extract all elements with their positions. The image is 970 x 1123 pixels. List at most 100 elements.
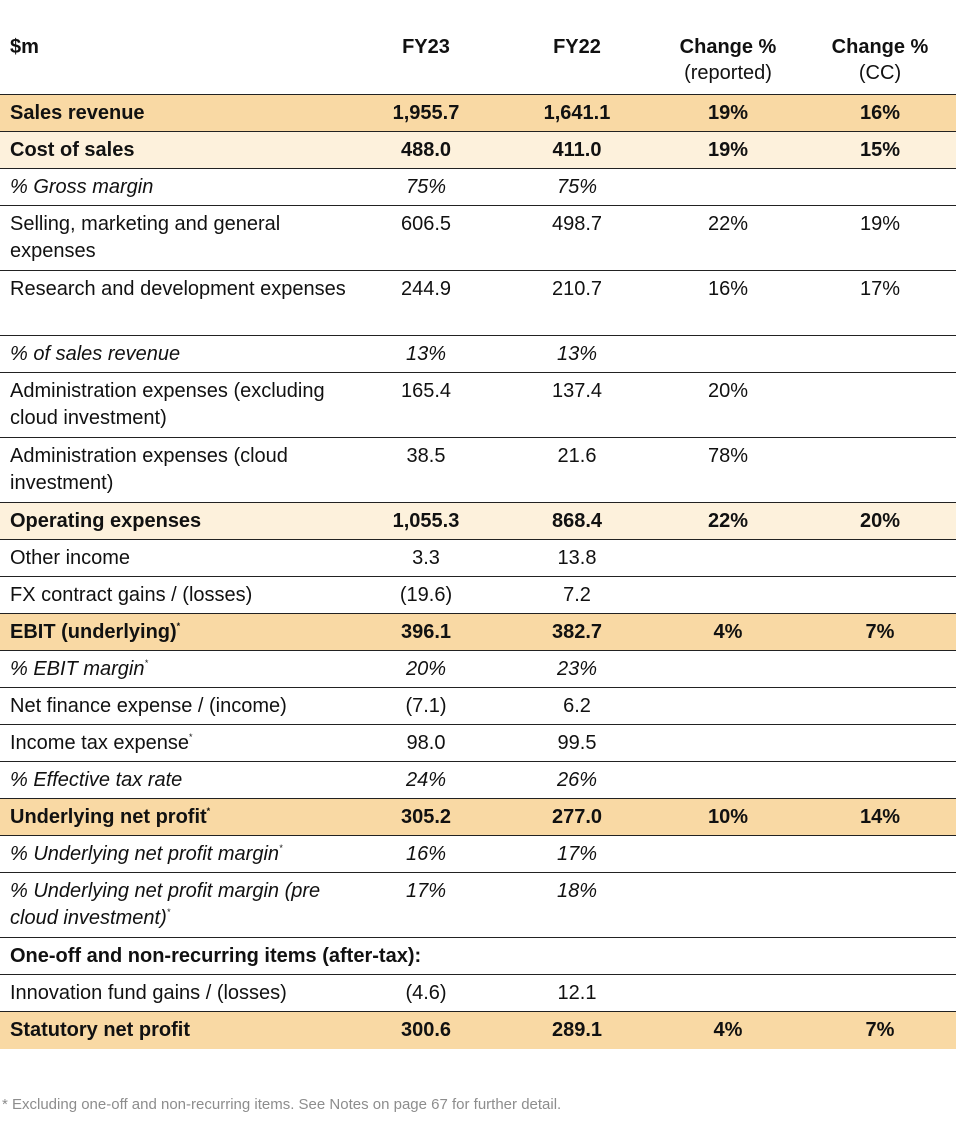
row-label: % EBIT margin* [0,651,350,687]
change-reported-value: 16% [707,278,749,300]
fy23-value: (7.1) [405,695,447,717]
fy22-value: 210.7 [551,278,603,300]
fy22-value: 277.0 [551,806,603,828]
header-change-cc: Change % (CC) [804,26,956,94]
fy22-value: 13% [556,343,598,365]
row-label: % Effective tax rate [10,769,183,791]
row-label: Cost of sales [10,139,135,161]
change-cc-value [804,688,956,724]
row-label: Administration expenses (cloud investmen… [10,445,288,494]
change-cc-value: 7% [865,621,895,643]
row-label: Underlying net profit* [0,799,350,835]
change-reported-value [652,725,804,761]
change-reported-value [652,577,804,613]
footnote-marker: * [206,806,211,816]
row-label: Net finance expense / (income) [10,695,287,717]
section-heading-label: One-off and non-recurring items (after-t… [10,945,422,967]
change-cc-value: 14% [859,806,901,828]
row-label: % Gross margin [10,176,154,198]
row-label: % Underlying net profit margin (pre clou… [0,873,350,937]
change-reported-value [652,169,804,205]
header-cc-label: (CC) [858,62,902,84]
header-unit: $m [10,36,39,58]
change-cc-value [804,651,956,687]
fy23-value: 20% [405,658,447,680]
fy23-value: 13% [405,343,447,365]
row-label-text: % Underlying net profit margin [10,843,280,865]
change-reported-value [652,688,804,724]
change-reported-value: 19% [707,102,749,124]
row-label: % of sales revenue [10,343,181,365]
table-row: Innovation fund gains / (losses) (4.6) 1… [0,975,956,1012]
fy23-value: 75% [405,176,447,198]
financial-summary-table: $m FY23 FY22 Change % (reported) Change … [0,26,956,1049]
fy22-value: 99.5 [557,732,597,754]
change-cc-value: 7% [865,1019,895,1041]
fy23-value: 16% [405,843,447,865]
change-cc-value [804,336,956,372]
table-row: % EBIT margin* 20% 23% [0,651,956,688]
table-row: Sales revenue 1,955.7 1,641.1 19% 16% [0,95,956,132]
change-cc-value: 20% [859,510,901,532]
fy23-value: 300.6 [400,1019,452,1041]
header-change-label: Change % [679,36,777,58]
header-fy23: FY23 [402,36,450,58]
row-label: Income tax expense* [0,725,350,761]
fy23-value: 38.5 [406,445,446,467]
row-label: Administration expenses (excluding cloud… [10,380,325,429]
change-cc-value: 19% [859,213,901,235]
change-reported-value: 19% [707,139,749,161]
row-label-text: % Underlying net profit margin (pre clou… [10,880,321,929]
change-reported-value: 22% [707,213,749,235]
fy22-value: 1,641.1 [543,102,611,124]
change-reported-value: 4% [713,1019,743,1041]
table-row: Research and development expenses 244.9 … [0,271,956,336]
table-row: Cost of sales 488.0 411.0 19% 15% [0,132,956,169]
table-row: FX contract gains / (losses) (19.6) 7.2 [0,577,956,614]
row-label: FX contract gains / (losses) [10,584,253,606]
change-reported-value [652,762,804,798]
fy23-value: 244.9 [400,278,452,300]
footnote-marker: * [189,732,193,742]
fy22-value: 137.4 [551,380,603,402]
change-cc-value [804,762,956,798]
change-reported-value [652,336,804,372]
change-cc-value: 15% [859,139,901,161]
change-cc-value [804,725,956,761]
fy23-value: 17% [405,880,447,902]
header-change-label: Change % [831,36,929,58]
fy23-value: 488.0 [400,139,452,161]
header-change-reported: Change % (reported) [652,26,804,94]
fy23-value: (4.6) [405,982,447,1004]
change-reported-value [652,975,804,1011]
row-label: Research and development expenses [10,278,346,300]
table-row: Other income 3.3 13.8 [0,540,956,577]
change-reported-value: 20% [707,380,749,402]
table-row: % Underlying net profit margin* 16% 17% [0,836,956,873]
fy22-value: 23% [556,658,598,680]
change-reported-value [652,873,804,937]
fy22-value: 7.2 [563,584,591,606]
table-row: Income tax expense* 98.0 99.5 [0,725,956,762]
footnote-marker: * [166,907,171,917]
change-cc-value [804,169,956,205]
fy22-value: 289.1 [551,1019,603,1041]
table-row: % of sales revenue 13% 13% [0,336,956,373]
table-row: % Gross margin 75% 75% [0,169,956,206]
fy22-value: 17% [556,843,598,865]
change-cc-value [804,373,956,437]
fy23-value: (19.6) [399,584,453,606]
fy23-value: 1,055.3 [392,510,460,532]
table-row: % Underlying net profit margin (pre clou… [0,873,956,938]
change-cc-value [804,975,956,1011]
row-label: Other income [10,547,131,569]
change-cc-value [804,577,956,613]
table-row: Administration expenses (cloud investmen… [0,438,956,503]
change-cc-value [804,540,956,576]
table-row: Net finance expense / (income) (7.1) 6.2 [0,688,956,725]
footnote: * Excluding one-off and non-recurring it… [2,1096,562,1113]
change-cc-value [804,438,956,502]
row-label: EBIT (underlying)* [0,614,350,650]
change-reported-value [652,651,804,687]
table-row: Statutory net profit 300.6 289.1 4% 7% [0,1012,956,1049]
